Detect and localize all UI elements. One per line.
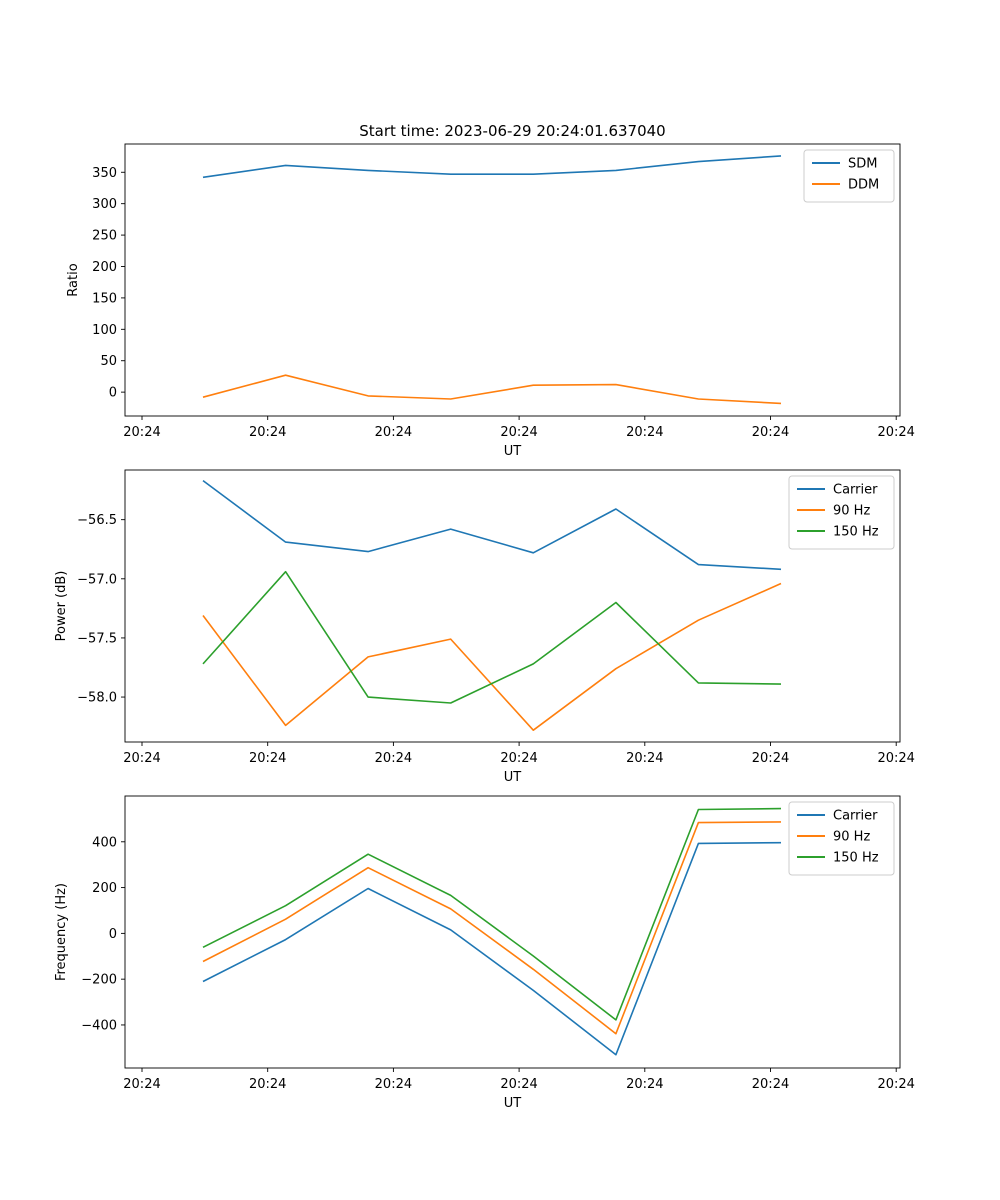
x-axis-label: UT <box>504 444 522 459</box>
legend-label: 150 Hz <box>833 851 879 866</box>
legend: Carrier 90 Hz 150 Hz <box>788 475 895 550</box>
y-axis-label: Frequency (Hz) <box>54 883 69 981</box>
legend-label: DDM <box>848 178 879 193</box>
x-tick-label: 20:24 <box>249 1077 286 1092</box>
y-tick-label: 350 <box>92 166 117 181</box>
figure-title: Start time: 2023-06-29 20:24:01.637040 <box>359 122 665 140</box>
y-tick-label: −400 <box>81 1018 117 1033</box>
y-tick-label: 0 <box>109 927 117 942</box>
x-tick-label: 20:24 <box>877 1077 914 1092</box>
subplot-2: 20:2420:2420:2420:2420:2420:2420:2420:25… <box>54 469 915 785</box>
axes-frame <box>124 143 901 417</box>
y-tick-label: 100 <box>92 323 117 338</box>
y-tick-label: −56.5 <box>77 513 117 528</box>
x-tick-label: 20:24 <box>752 425 789 440</box>
subplot-1: 20:2420:2420:2420:2420:2420:2420:2420:25… <box>66 143 915 459</box>
legend-label: SDM <box>848 157 877 172</box>
x-tick-label: 20:24 <box>626 751 663 766</box>
series-line-3-2 <box>202 821 782 1035</box>
legend-label: Carrier <box>833 809 878 824</box>
series-line-2-2 <box>202 582 782 732</box>
y-tick-label: −58.0 <box>77 691 117 706</box>
x-axis-label: UT <box>504 770 522 785</box>
x-tick-label: 20:24 <box>123 425 160 440</box>
y-tick-label: −200 <box>81 973 117 988</box>
x-tick-label: 20:24 <box>752 1077 789 1092</box>
y-tick-label: 200 <box>92 260 117 275</box>
series-line-1-2 <box>202 374 782 405</box>
x-tick-label: 20:24 <box>249 751 286 766</box>
x-tick-label: 20:24 <box>375 751 412 766</box>
axes-frame <box>124 469 901 743</box>
y-tick-label: 200 <box>92 881 117 896</box>
y-axis-label: Power (dB) <box>54 571 69 642</box>
y-tick-label: 150 <box>92 291 117 306</box>
axes-frame <box>124 795 901 1069</box>
legend-label: 90 Hz <box>833 504 870 519</box>
y-tick-label: 0 <box>109 386 117 401</box>
y-tick-label: 300 <box>92 197 117 212</box>
legend: Carrier 90 Hz 150 Hz <box>788 801 895 876</box>
y-tick-label: 400 <box>92 835 117 850</box>
series-line-1-1 <box>202 155 782 179</box>
x-tick-label: 20:24 <box>877 425 914 440</box>
y-axis-label: Ratio <box>66 263 81 296</box>
y-tick-label: −57.5 <box>77 631 117 646</box>
x-tick-label: 20:24 <box>626 1077 663 1092</box>
x-tick-label: 20:24 <box>123 1077 160 1092</box>
x-tick-label: 20:24 <box>500 751 537 766</box>
x-tick-label: 20:24 <box>500 425 537 440</box>
series-line-3-3 <box>202 807 782 1021</box>
x-tick-label: 20:24 <box>249 425 286 440</box>
x-tick-label: 20:24 <box>500 1077 537 1092</box>
x-tick-label: 20:24 <box>626 425 663 440</box>
x-axis-label: UT <box>504 1096 522 1111</box>
x-tick-label: 20:24 <box>877 751 914 766</box>
x-tick-label: 20:24 <box>752 751 789 766</box>
series-line-2-3 <box>202 570 782 704</box>
x-tick-label: 20:24 <box>123 751 160 766</box>
y-tick-label: 50 <box>100 354 117 369</box>
subplot-3: 20:2420:2420:2420:2420:2420:2420:2420:25… <box>54 795 915 1111</box>
series-line-3-1 <box>202 841 782 1056</box>
y-tick-label: 250 <box>92 229 117 244</box>
legend-label: 90 Hz <box>833 830 870 845</box>
legend-label: 150 Hz <box>833 525 879 540</box>
legend: SDM DDM <box>803 149 895 203</box>
x-tick-label: 20:24 <box>375 1077 412 1092</box>
x-tick-label: 20:24 <box>375 425 412 440</box>
series-line-2-1 <box>202 479 782 571</box>
legend-label: Carrier <box>833 483 878 498</box>
y-tick-label: −57.0 <box>77 572 117 587</box>
